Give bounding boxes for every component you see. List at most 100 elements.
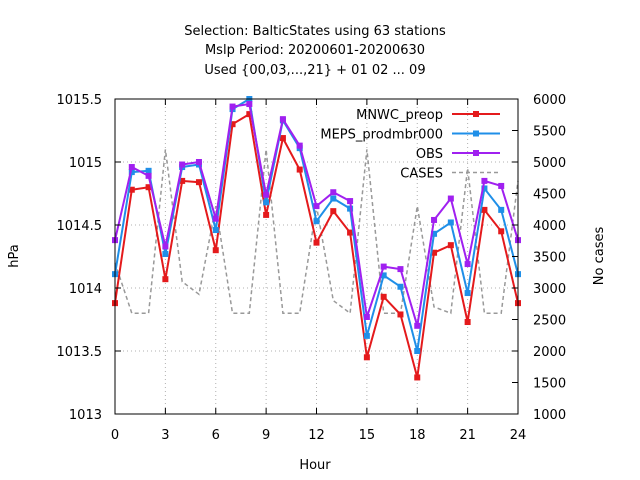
y2-tick-label-0: 1000 <box>533 408 566 423</box>
legend: MNWC_preop MEPS_prodmbr000 OBS CASES <box>320 108 500 182</box>
legend-marker-meps-prodmbr000 <box>473 130 479 137</box>
point-obs-1 <box>128 164 135 171</box>
point-obs-10 <box>279 116 286 123</box>
y2-tick-label-3: 2500 <box>533 314 566 329</box>
point-meps-prodmbr000-21 <box>464 290 471 297</box>
y2-tick-label-5: 3500 <box>533 251 566 266</box>
point-obs-6 <box>212 215 219 222</box>
y2-tick-label-8: 5000 <box>533 156 566 171</box>
legend-label-mnwc-preop: MNWC_preop <box>356 108 443 123</box>
point-meps-prodmbr000-1 <box>128 169 135 176</box>
point-obs-15 <box>363 313 370 320</box>
x-tick-label-1: 3 <box>161 428 169 443</box>
point-obs-18 <box>414 322 421 329</box>
x-tick-label-4: 12 <box>308 428 325 443</box>
point-mnwc-preop-20 <box>447 242 454 249</box>
x-tick-label-0: 0 <box>111 428 119 443</box>
y2-tick-label-7: 4500 <box>533 188 566 203</box>
point-meps-prodmbr000-9 <box>263 199 270 206</box>
point-obs-12 <box>313 203 320 210</box>
point-mnwc-preop-14 <box>347 229 354 236</box>
point-mnwc-preop-7 <box>229 121 236 128</box>
y-axis-label: hPa <box>7 244 22 267</box>
y-tick-label-1: 1013.5 <box>57 345 103 360</box>
point-meps-prodmbr000-2 <box>145 167 152 174</box>
y2-tick-label-6: 4000 <box>533 219 566 234</box>
point-obs-19 <box>431 216 438 223</box>
point-mnwc-preop-9 <box>263 211 270 218</box>
y-tick-label-3: 1014.5 <box>57 219 103 234</box>
point-mnwc-preop-4 <box>179 177 186 184</box>
y2-axis-label: No cases <box>592 227 607 286</box>
point-meps-prodmbr000-12 <box>313 218 320 225</box>
x-tick-label-8: 24 <box>510 428 527 443</box>
point-obs-3 <box>162 243 169 250</box>
x-tick-label-6: 18 <box>409 428 426 443</box>
legend-label-meps-prodmbr000: MEPS_prodmbr000 <box>320 128 443 143</box>
point-mnwc-preop-13 <box>330 208 337 215</box>
point-meps-prodmbr000-3 <box>162 250 169 257</box>
legend-label-cases: CASES <box>400 167 443 182</box>
point-mnwc-preop-3 <box>162 276 169 283</box>
point-obs-7 <box>229 103 236 110</box>
point-mnwc-preop-18 <box>414 374 421 381</box>
point-mnwc-preop-17 <box>397 311 404 318</box>
point-mnwc-preop-15 <box>363 354 370 361</box>
y-tick-label-4: 1015 <box>69 156 102 171</box>
y2-tick-label-9: 5500 <box>533 125 566 140</box>
point-mnwc-preop-22 <box>481 206 488 213</box>
point-mnwc-preop-12 <box>313 239 320 246</box>
point-meps-prodmbr000-19 <box>431 230 438 237</box>
point-mnwc-preop-8 <box>246 111 253 118</box>
x-tick-label-7: 21 <box>459 428 476 443</box>
point-obs-13 <box>330 189 337 196</box>
ticks: 0 3 6 9 12 15 18 21 24 1013 1013.5 1014 1014.5 1015 10… <box>57 93 567 443</box>
point-obs-16 <box>380 263 387 270</box>
point-obs-5 <box>195 159 202 165</box>
point-obs-11 <box>296 142 303 149</box>
legend-marker-mnwc-preop <box>473 111 479 117</box>
point-mnwc-preop-6 <box>212 247 219 254</box>
legend-marker-obs <box>473 150 479 156</box>
y-tick-label-5: 1015.5 <box>57 93 103 108</box>
y2-tick-label-4: 3000 <box>533 282 566 297</box>
point-obs-22 <box>481 177 488 184</box>
y2-tick-label-2: 2000 <box>533 345 566 360</box>
point-obs-14 <box>347 198 354 205</box>
y2-tick-label-1: 1500 <box>533 377 566 392</box>
y2-tick-label-10: 6000 <box>533 93 566 108</box>
point-obs-9 <box>263 191 270 198</box>
point-mnwc-preop-19 <box>431 249 438 256</box>
point-mnwc-preop-2 <box>145 184 152 191</box>
point-meps-prodmbr000-6 <box>212 227 219 234</box>
chart-title-line-3: Used {00,03,...,21} + 01 02 ... 09 <box>204 63 425 78</box>
point-mnwc-preop-16 <box>380 293 387 300</box>
point-mnwc-preop-5 <box>195 179 202 186</box>
point-obs-4 <box>179 161 186 168</box>
point-meps-prodmbr000-22 <box>481 185 488 192</box>
point-mnwc-preop-23 <box>498 228 505 235</box>
point-obs-20 <box>447 195 454 202</box>
series-layer <box>112 96 521 381</box>
point-meps-prodmbr000-13 <box>330 195 337 202</box>
x-tick-label-5: 15 <box>359 428 376 443</box>
point-meps-prodmbr000-20 <box>447 219 454 226</box>
point-meps-prodmbr000-18 <box>414 348 421 354</box>
point-obs-2 <box>145 172 152 179</box>
y-tick-label-0: 1013 <box>69 408 102 423</box>
point-mnwc-preop-21 <box>464 319 471 326</box>
chart-title-line-1: Selection: BalticStates using 63 station… <box>184 24 446 39</box>
point-meps-prodmbr000-17 <box>397 283 404 290</box>
point-obs-21 <box>464 261 471 268</box>
x-tick-label-2: 6 <box>212 428 220 443</box>
point-meps-prodmbr000-14 <box>347 205 354 212</box>
point-obs-8 <box>246 101 253 108</box>
point-meps-prodmbr000-15 <box>363 332 370 339</box>
point-meps-prodmbr000-16 <box>380 272 387 279</box>
point-mnwc-preop-10 <box>279 135 286 142</box>
point-mnwc-preop-11 <box>296 166 303 173</box>
point-obs-23 <box>498 182 505 189</box>
y-tick-label-2: 1014 <box>69 282 102 297</box>
point-obs-17 <box>397 266 404 273</box>
